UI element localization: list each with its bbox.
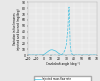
Diffusion combustion model with delay xyxy=(69,14,70,15)
Injected mass flow rate xyxy=(54,50,55,51)
Diffusion combustion model with delay xyxy=(71,53,72,54)
Line: Injected mass flow rate: Injected mass flow rate xyxy=(28,50,97,55)
Injected mass flow rate xyxy=(43,54,44,55)
Diffusion combustion model with delay xyxy=(60,55,61,56)
Diffusion combustion model with delay xyxy=(70,50,72,51)
Diffusion combustion model with delay xyxy=(67,28,69,29)
Injected mass flow rate xyxy=(39,55,40,56)
Diffusion combustion model with delay xyxy=(68,7,70,8)
Y-axis label: Variation in fuel masses
injected and burned (mg/deg): Variation in fuel masses injected and bu… xyxy=(13,8,21,50)
Diffusion combustion model with delay xyxy=(69,31,70,32)
Injected mass flow rate xyxy=(50,49,52,50)
Injected mass flow rate xyxy=(63,55,64,56)
Injected mass flow rate xyxy=(55,50,56,51)
Injected mass flow rate xyxy=(58,53,59,54)
Injected mass flow rate xyxy=(27,55,29,56)
Diffusion combustion model with delay xyxy=(66,44,67,45)
Injected mass flow rate xyxy=(60,54,61,55)
Diffusion combustion model with delay xyxy=(70,44,71,45)
Legend: Injected mass flow rate, Diffusion combustion model with delay: Injected mass flow rate, Diffusion combu… xyxy=(34,76,91,81)
Injected mass flow rate xyxy=(70,55,71,56)
Injected mass flow rate xyxy=(35,55,36,56)
Injected mass flow rate xyxy=(49,50,50,51)
Diffusion combustion model with delay xyxy=(68,11,69,12)
Injected mass flow rate xyxy=(61,54,62,55)
Injected mass flow rate xyxy=(46,52,47,53)
Diffusion combustion model with delay xyxy=(73,55,75,56)
Injected mass flow rate xyxy=(66,55,67,56)
Injected mass flow rate xyxy=(64,55,65,56)
Injected mass flow rate xyxy=(52,49,53,50)
Diffusion combustion model with delay xyxy=(77,55,78,56)
Injected mass flow rate xyxy=(47,51,48,52)
Diffusion combustion model with delay xyxy=(72,54,73,55)
Diffusion combustion model with delay xyxy=(64,50,65,51)
Diffusion combustion model with delay xyxy=(58,55,59,56)
Diffusion combustion model with delay xyxy=(61,54,62,55)
X-axis label: Crankshaft angle (deg °): Crankshaft angle (deg °) xyxy=(46,62,79,66)
Line: Diffusion combustion model with delay: Diffusion combustion model with delay xyxy=(28,7,97,55)
Diffusion combustion model with delay xyxy=(27,55,29,56)
Injected mass flow rate xyxy=(56,52,58,53)
Diffusion combustion model with delay xyxy=(96,55,98,56)
Diffusion combustion model with delay xyxy=(63,53,64,54)
Injected mass flow rate xyxy=(44,53,46,54)
Injected mass flow rate xyxy=(96,55,98,56)
